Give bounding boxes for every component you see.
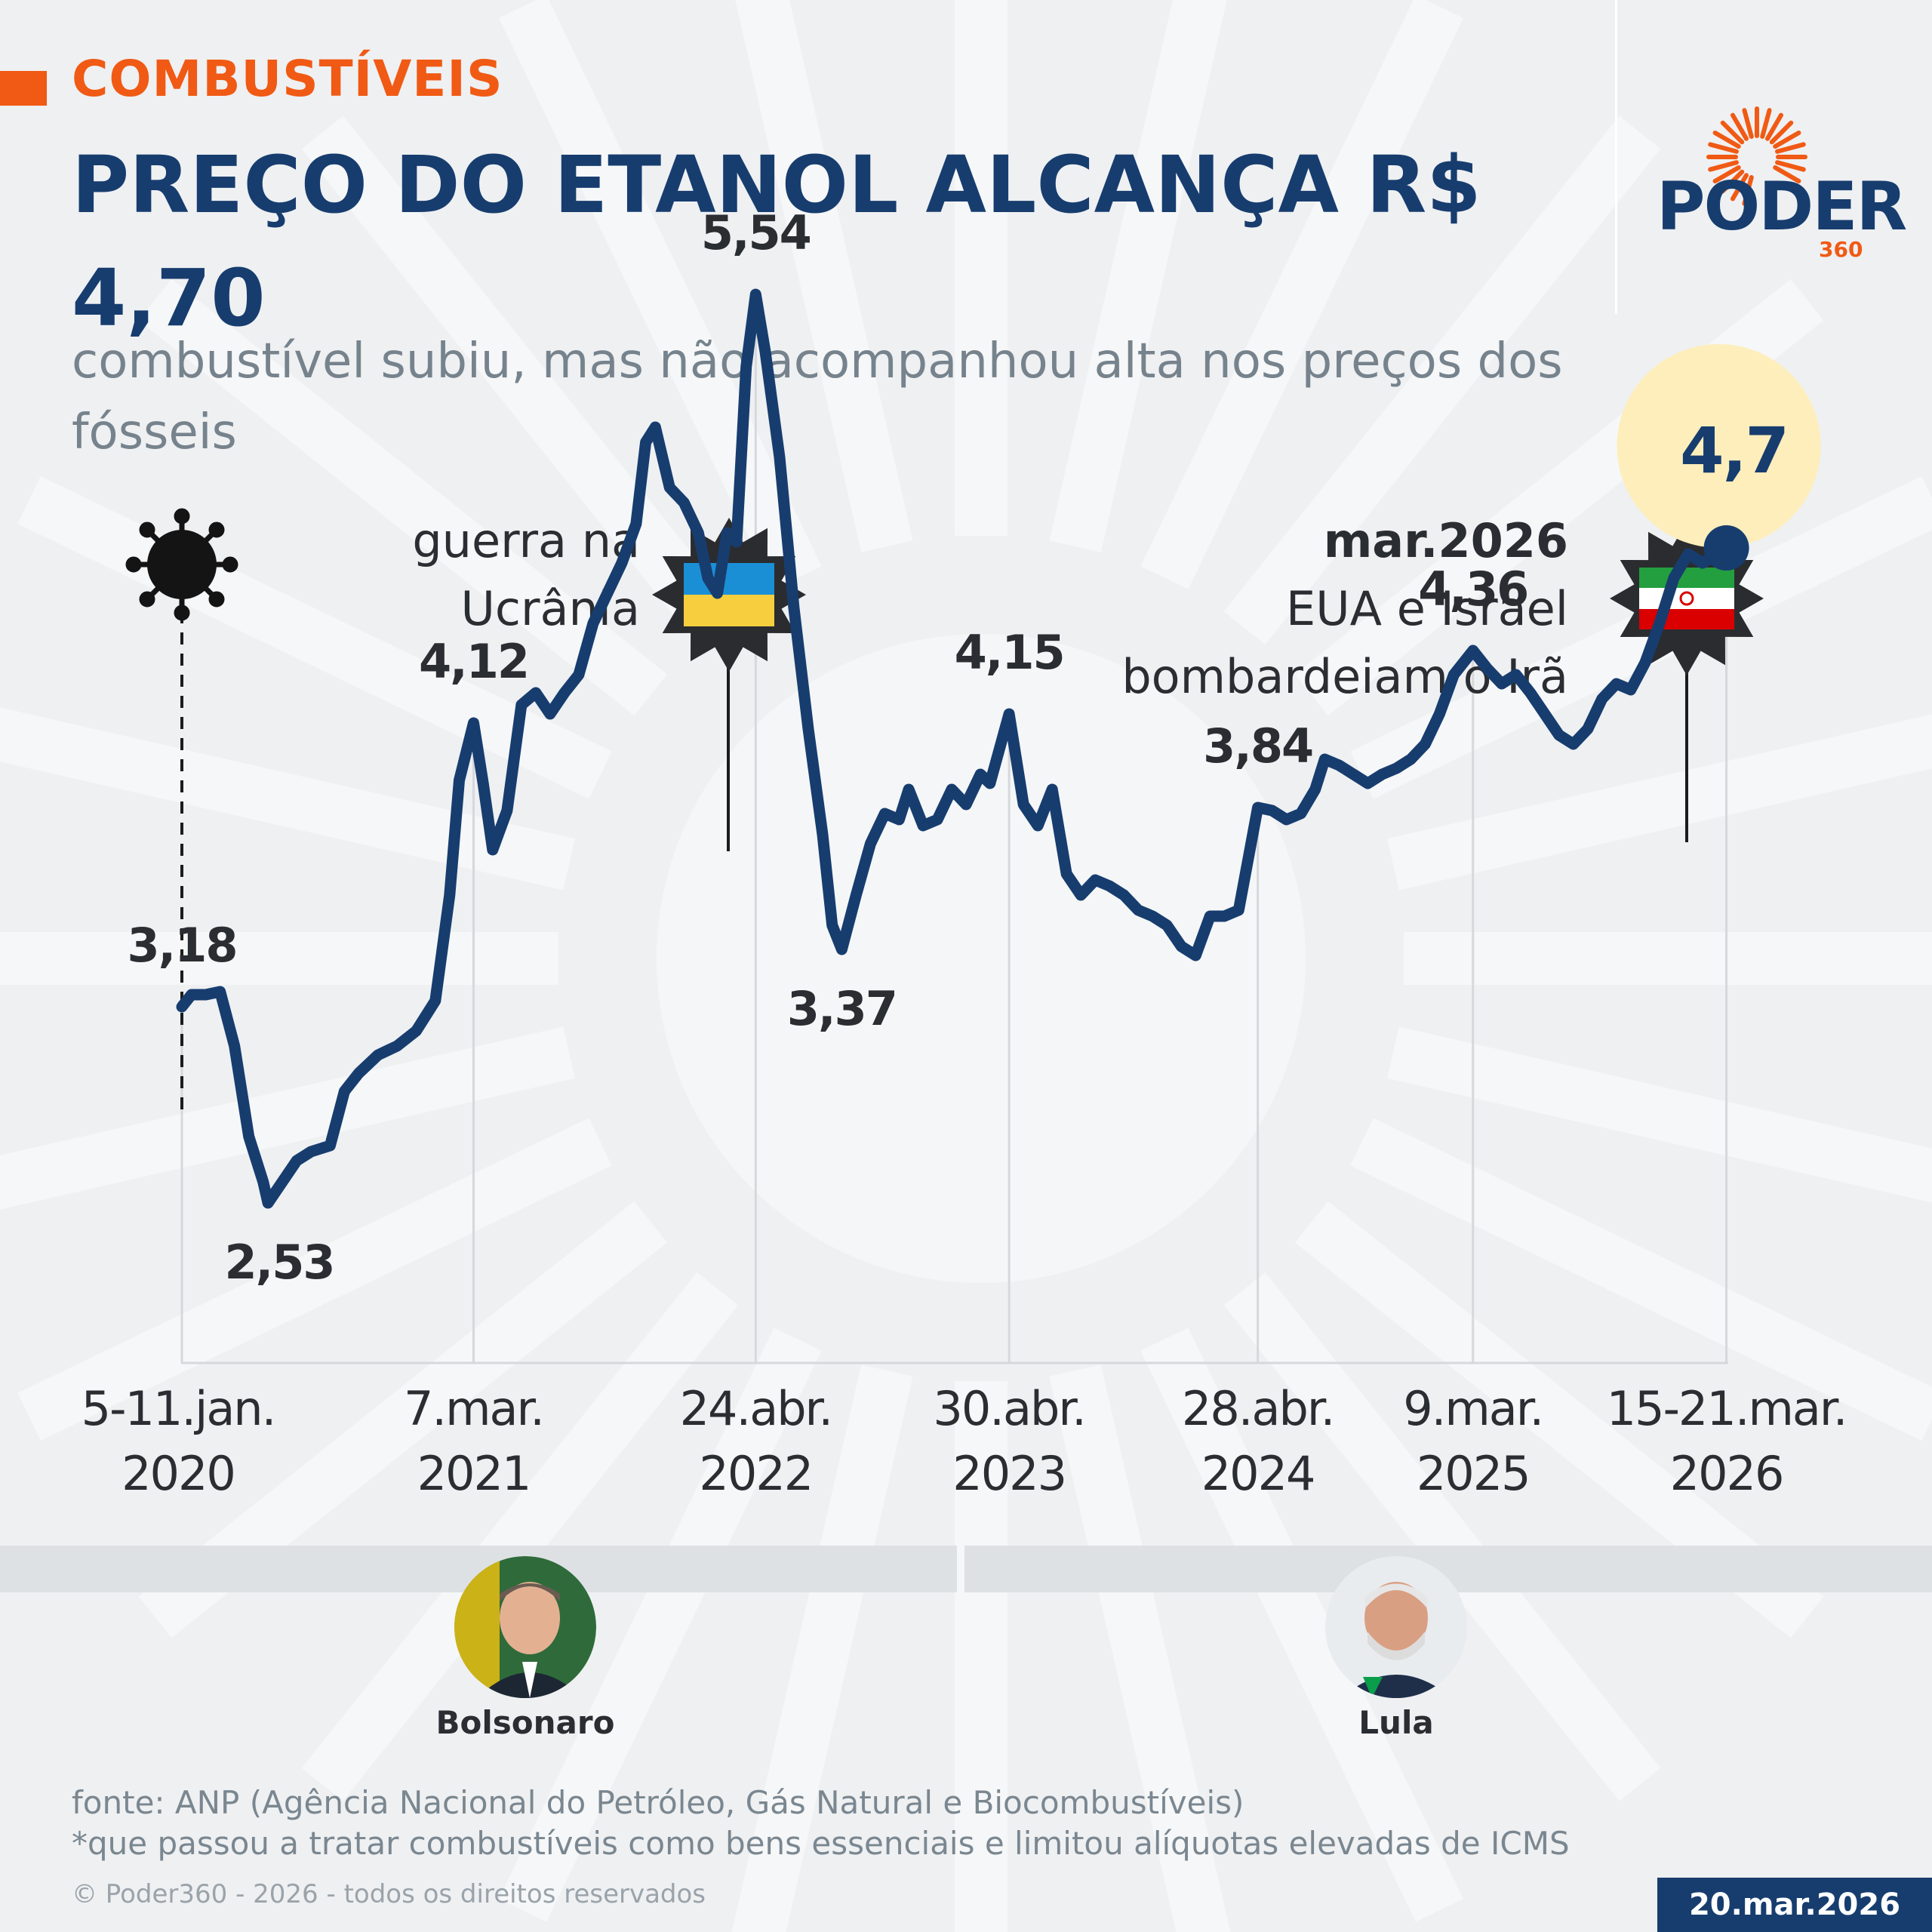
x-tick-label: 2024: [1201, 1446, 1315, 1501]
x-tick-label: 28.abr.: [1182, 1381, 1334, 1436]
logo-ray: [1712, 131, 1741, 149]
iran-flag-icon: [1639, 568, 1734, 588]
data-label: 3,84: [1203, 718, 1312, 774]
source-note: fonte: ANP (Agência Nacional do Petróleo…: [72, 1783, 1570, 1864]
logo-ray: [1742, 175, 1754, 206]
sunburst-ray: [1387, 714, 1932, 891]
kicker-marker: [0, 71, 47, 106]
data-label: 3,18: [128, 918, 237, 973]
ukraine-flag-yellow: [684, 595, 774, 626]
logo-ray: [1730, 112, 1749, 141]
logo-ray: [1773, 131, 1801, 149]
iran-flag-white: [1639, 588, 1734, 609]
logo-ray: [1708, 142, 1739, 154]
logo-ray: [1773, 165, 1801, 183]
data-label: 4,15: [955, 625, 1064, 680]
sunburst-ray: [1350, 476, 1932, 799]
data-label: 2,53: [225, 1235, 334, 1290]
sunburst-ray: [955, 1381, 1008, 1932]
sunburst-ray: [1140, 1327, 1463, 1922]
bolsonaro-avatar: [454, 1556, 596, 1698]
x-tick-label: 2021: [417, 1446, 531, 1501]
x-gridlines: [180, 294, 1728, 1363]
sunburst-ray: [499, 1327, 822, 1922]
ukraine-flag-icon: [684, 563, 774, 595]
iran-emblem: [1679, 591, 1694, 606]
x-tick-label: 7.mar.: [404, 1381, 543, 1436]
source-text: fonte: ANP (Agência Nacional do Petróleo…: [72, 1784, 1244, 1821]
virus-icon: [125, 508, 238, 621]
logo-ray: [1708, 160, 1739, 172]
sunburst-ray: [735, 0, 913, 552]
logo-ray: [1775, 142, 1806, 154]
sunburst-ray: [0, 1026, 575, 1210]
publication-date: 20.mar.2026: [1657, 1878, 1932, 1932]
sunburst-ray: [301, 1272, 739, 1801]
header-divider: [1615, 0, 1617, 314]
logo-ray: [1712, 165, 1741, 183]
x-tick-label: 2022: [699, 1446, 812, 1501]
logo-ray: [1769, 120, 1794, 145]
x-tick-label: 2020: [122, 1446, 235, 1501]
sunburst-ray: [1223, 1272, 1661, 1801]
logo-ray: [1775, 160, 1806, 172]
data-label: 5,54: [701, 205, 811, 260]
x-tick-label: 5-11.jan.: [82, 1381, 275, 1436]
iran-label-1: EUA e Israel: [1286, 581, 1568, 636]
ethanol-price-series-line: [176, 288, 1733, 1209]
x-tick-label: 2023: [952, 1446, 1066, 1501]
sunburst-ray: [1140, 0, 1463, 589]
sunburst-ray: [1223, 115, 1661, 645]
sunburst-ray: [955, 0, 1008, 536]
sunburst-ray: [1049, 1364, 1231, 1932]
logo-ray: [1720, 120, 1745, 145]
sunburst-ray: [1350, 1118, 1932, 1441]
x-tick-label: 2025: [1417, 1446, 1530, 1501]
sunburst-ray: [1404, 932, 1932, 985]
sunburst-ray: [301, 115, 739, 645]
sun-logo-icon: [1706, 106, 1807, 206]
sunburst-ray: [17, 1118, 612, 1441]
sunburst-ray: [138, 1201, 667, 1638]
iran-date: mar.2026: [1324, 513, 1568, 568]
logo-ray: [1742, 108, 1754, 139]
sunburst-ray: [0, 932, 558, 985]
data-label: 3,37: [787, 981, 897, 1036]
footnote-text: *que passou a tratar combustíveis como b…: [72, 1825, 1570, 1862]
copyright: © Poder360 - 2026 - todos os direitos re…: [72, 1879, 706, 1909]
sunburst-ray: [1295, 1201, 1824, 1638]
data-label: 4,7: [1680, 414, 1788, 488]
x-tick-label: 9.mar.: [1403, 1381, 1543, 1436]
logo-ray: [1720, 169, 1745, 194]
x-tick-label: 24.abr.: [680, 1381, 832, 1436]
sunburst-ray: [1387, 1026, 1932, 1203]
logo-ray: [1760, 108, 1772, 139]
sunburst-ray: [138, 278, 667, 716]
x-tick-label: 15-21.mar.: [1607, 1381, 1847, 1436]
data-label: 4,36: [1418, 561, 1527, 617]
ethanol-price-chart: guerra na Ucrânia mar.2026 EUA e Israel …: [82, 205, 1848, 1501]
kicker-label: COMBUSTÍVEIS: [72, 50, 503, 108]
latest-price-marker: [1703, 525, 1749, 571]
logo-number: 360: [1819, 237, 1863, 262]
bolsonaro-name: Bolsonaro: [435, 1704, 615, 1741]
current-price-highlight: [1617, 344, 1821, 548]
lula-avatar: [1325, 1556, 1467, 1698]
sunburst-ray: [731, 1364, 913, 1932]
sunburst-ray: [0, 707, 575, 891]
x-tick-label: 2026: [1670, 1446, 1783, 1501]
page-title: PREÇO DO ETANOL ALCANÇA R$ 4,70: [72, 139, 1481, 344]
data-label: 4,12: [419, 634, 528, 689]
lula-name: Lula: [1358, 1704, 1434, 1741]
page-subtitle: combustível subiu, mas não acompanhou al…: [72, 334, 1563, 460]
ukraine-label-1: guerra na: [412, 513, 640, 568]
logo-ray: [1765, 112, 1783, 141]
sunburst-ray: [1049, 0, 1227, 552]
logo-wordmark: PODER: [1657, 168, 1907, 245]
x-tick-label: 30.abr.: [933, 1381, 1084, 1436]
logo-ray: [1730, 173, 1749, 202]
